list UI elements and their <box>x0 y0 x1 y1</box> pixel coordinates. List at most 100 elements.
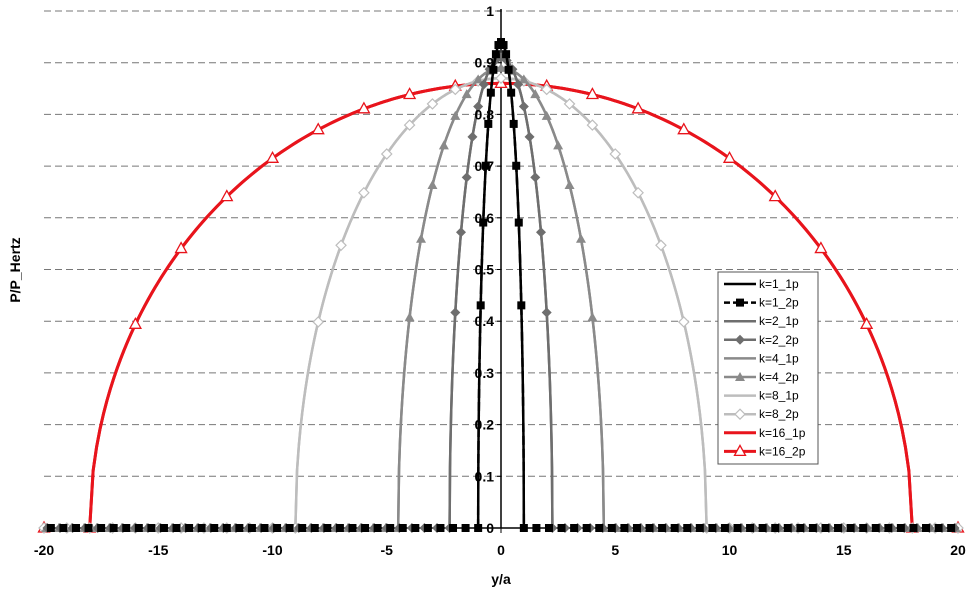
y-tick-label: 0.8 <box>475 106 495 122</box>
series-marker <box>84 524 93 532</box>
legend-label: k=1_2p <box>759 296 799 310</box>
series-marker <box>499 41 508 50</box>
x-tick-label: 5 <box>611 542 619 558</box>
series-marker <box>570 524 579 532</box>
y-tick-label: 0 <box>486 520 494 536</box>
legend-marker <box>735 334 745 345</box>
series-marker <box>821 524 830 532</box>
series-marker <box>159 524 168 532</box>
series-marker <box>260 524 269 532</box>
x-tick-label: -15 <box>148 542 168 558</box>
y-tick-label: 0.6 <box>475 210 495 226</box>
series-marker <box>456 227 467 238</box>
series-marker <box>298 524 307 532</box>
series-marker <box>909 524 918 532</box>
series-marker <box>846 524 855 532</box>
series-marker <box>575 233 586 243</box>
series-marker <box>481 161 490 170</box>
series-marker <box>174 241 188 254</box>
x-tick-label: -5 <box>381 542 394 558</box>
y-tick-label: 0.1 <box>475 468 495 484</box>
series-marker <box>357 101 371 114</box>
series-marker <box>530 172 541 183</box>
series-marker <box>134 524 143 532</box>
x-tick-label: 20 <box>950 542 966 558</box>
series-marker <box>386 524 395 532</box>
series-marker <box>312 316 325 328</box>
legend-label: k=2_1p <box>759 314 799 328</box>
series-marker <box>557 524 566 532</box>
y-tick-label: 0.9 <box>475 55 495 71</box>
series-marker <box>450 307 461 318</box>
series-marker <box>473 74 484 84</box>
series-marker <box>484 119 493 128</box>
series-marker <box>109 524 118 532</box>
series-marker <box>476 301 485 310</box>
series-marker <box>922 524 931 532</box>
series-marker <box>210 524 219 532</box>
series-marker <box>677 316 690 328</box>
series-marker <box>768 189 782 202</box>
series-marker <box>514 218 523 227</box>
series-layer <box>37 38 965 534</box>
series-marker <box>509 119 518 128</box>
series-marker <box>524 131 535 142</box>
x-tick-label: 10 <box>722 542 738 558</box>
series-marker <box>491 50 500 59</box>
series-marker <box>655 239 667 252</box>
series-marker <box>896 524 905 532</box>
legend-label: k=2_2p <box>759 333 799 347</box>
series-marker <box>512 161 521 170</box>
series-marker <box>595 524 604 532</box>
series-marker <box>722 150 737 163</box>
series-marker <box>335 239 347 252</box>
tick-labels: -20 -15 -10 -5 0 5 10 15 20 0 0.1 0.2 0.3 0.4 0.5 0.6 0.… <box>34 3 966 558</box>
series-marker <box>609 148 622 160</box>
series-marker <box>934 524 943 532</box>
series-marker <box>771 524 780 532</box>
legend-marker <box>733 444 747 457</box>
series-marker <box>247 524 256 532</box>
series-marker <box>220 189 234 202</box>
series-marker <box>670 524 679 532</box>
series-marker <box>461 89 472 99</box>
series-marker <box>860 316 874 329</box>
series-marker <box>884 524 893 532</box>
series-marker <box>720 524 729 532</box>
series-marker <box>645 524 654 532</box>
series-marker <box>708 524 717 532</box>
series-marker <box>507 88 516 97</box>
x-tick-label: 0 <box>497 542 505 558</box>
series-marker <box>582 524 591 532</box>
series-marker <box>871 524 880 532</box>
series-marker <box>426 98 439 110</box>
series-marker <box>814 241 828 254</box>
series-marker <box>311 122 325 135</box>
legend-label: k=4_2p <box>759 370 799 384</box>
legend-marker <box>736 298 744 307</box>
series-marker <box>553 140 564 150</box>
series-marker <box>403 119 416 131</box>
series-marker <box>859 524 868 532</box>
legend-label: k=16_2p <box>759 444 806 458</box>
series-marker <box>416 233 427 243</box>
x-tick-label: -10 <box>262 542 282 558</box>
series-marker <box>540 83 553 96</box>
series-marker <box>535 227 546 238</box>
series-marker <box>185 524 194 532</box>
series-marker <box>265 150 280 163</box>
series-marker <box>486 88 495 97</box>
series-marker <box>373 524 382 532</box>
series-marker <box>632 186 644 199</box>
series-marker <box>147 524 156 532</box>
series-marker <box>586 119 599 131</box>
legend-label: k=8_2p <box>759 407 799 421</box>
series-marker <box>677 122 691 135</box>
series-marker <box>122 524 131 532</box>
series-marker <box>438 140 449 150</box>
series-marker <box>947 524 956 532</box>
series-marker <box>59 524 68 532</box>
series-marker <box>683 524 692 532</box>
series-marker <box>46 524 55 532</box>
